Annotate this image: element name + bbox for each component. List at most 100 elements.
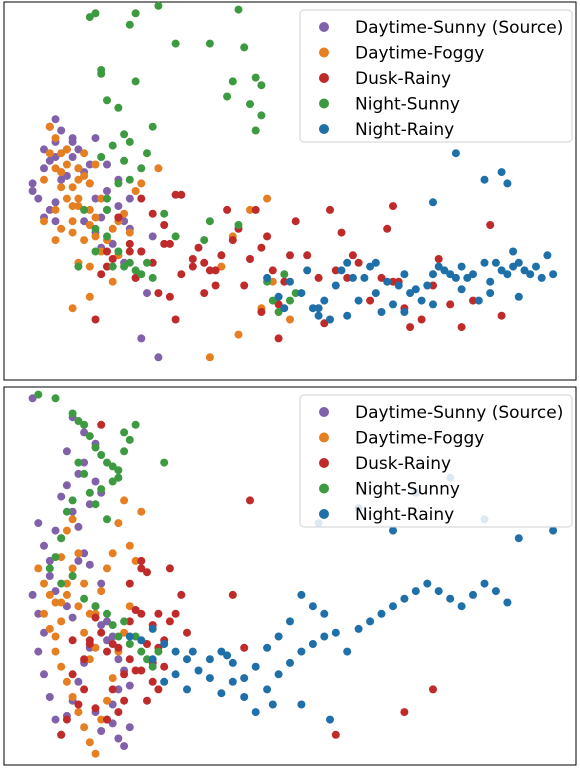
point-daytime-sunny-source: [120, 217, 129, 226]
point-daytime-sunny-source: [125, 723, 134, 732]
point-daytime-sunny-source: [103, 636, 111, 645]
point-daytime-foggy: [57, 149, 66, 158]
legend: Daytime-Sunny (Source) Daytime-Foggy Dusk-…: [299, 394, 573, 528]
point-daytime-foggy: [91, 643, 100, 652]
point-daytime-sunny-source: [28, 590, 37, 599]
point-daytime-sunny-source: [80, 217, 89, 226]
legend-label-daytime-foggy: Daytime-Foggy: [355, 44, 484, 64]
point-daytime-foggy: [91, 160, 100, 169]
point-night-rainy: [457, 262, 466, 271]
point-night-rainy: [400, 270, 409, 279]
point-daytime-sunny-source: [45, 572, 54, 580]
point-daytime-sunny-source: [114, 685, 123, 694]
point-daytime-foggy: [246, 205, 254, 214]
point-night-rainy: [320, 296, 329, 305]
legend-label-night-sunny: Night-Sunny: [355, 95, 460, 115]
point-dusk-rainy: [114, 708, 123, 717]
point-night-rainy: [474, 296, 483, 305]
point-dusk-rainy: [137, 556, 146, 565]
point-dusk-rainy: [131, 666, 140, 675]
point-daytime-foggy: [40, 579, 48, 588]
point-night-sunny: [103, 609, 111, 618]
point-daytime-sunny-source: [120, 742, 129, 751]
point-night-rainy: [497, 168, 506, 177]
point-night-sunny: [234, 221, 243, 229]
scatter-panel-top: Daytime-Sunny (Source) Daytime-Foggy Dusk-…: [0, 0, 580, 384]
point-night-rainy: [280, 304, 289, 313]
point-night-sunny: [228, 77, 237, 86]
point-dusk-rainy: [211, 266, 220, 275]
point-night-rainy: [205, 655, 214, 664]
point-daytime-sunny-source: [62, 481, 71, 490]
legend-label-night-sunny: Night-Sunny: [355, 480, 460, 500]
point-night-sunny: [80, 420, 89, 429]
point-dusk-rainy: [429, 281, 437, 290]
point-night-sunny: [143, 149, 151, 158]
point-night-sunny: [240, 43, 249, 52]
point-dusk-rainy: [348, 251, 357, 260]
point-daytime-sunny-source: [85, 500, 94, 509]
point-daytime-foggy: [97, 587, 106, 596]
point-dusk-rainy: [188, 262, 197, 271]
point-night-rainy: [194, 666, 203, 675]
point-dusk-rainy: [446, 300, 455, 309]
point-daytime-foggy: [62, 677, 71, 686]
point-night-rainy: [171, 647, 180, 656]
point-dusk-rainy: [137, 247, 146, 256]
point-night-rainy: [286, 277, 294, 286]
point-night-rainy: [434, 262, 443, 271]
point-night-sunny: [143, 655, 151, 664]
point-daytime-sunny-source: [68, 613, 77, 622]
point-night-rainy: [503, 179, 512, 188]
point-daytime-foggy: [40, 175, 48, 184]
point-daytime-foggy: [217, 262, 226, 271]
point-dusk-rainy: [314, 273, 323, 282]
point-night-rainy: [320, 632, 329, 641]
legend-marker-daytime-sunny-source: [319, 407, 329, 417]
point-night-rainy: [297, 700, 306, 709]
point-dusk-rainy: [497, 311, 506, 320]
point-night-sunny: [200, 236, 209, 245]
point-daytime-foggy: [74, 549, 83, 558]
point-night-sunny: [114, 632, 123, 641]
point-dusk-rainy: [331, 730, 340, 739]
point-dusk-rainy: [108, 640, 117, 648]
point-daytime-foggy: [68, 515, 77, 524]
point-night-sunny: [91, 247, 100, 256]
point-night-rainy: [274, 292, 283, 301]
scatter-points: [28, 1, 558, 362]
point-daytime-sunny-source: [74, 522, 83, 531]
legend-marker-dusk-rainy: [319, 73, 329, 83]
point-daytime-foggy: [80, 579, 89, 588]
point-daytime-foggy: [103, 564, 111, 573]
point-night-sunny: [251, 126, 260, 135]
point-daytime-foggy: [51, 205, 60, 214]
point-night-rainy: [417, 296, 426, 305]
legend: Daytime-Sunny (Source) Daytime-Foggy Dusk-…: [299, 9, 573, 143]
point-night-rainy: [343, 258, 352, 267]
point-night-rainy: [400, 594, 409, 603]
point-dusk-rainy: [354, 258, 363, 267]
point-daytime-sunny-source: [103, 187, 111, 195]
point-dusk-rainy: [91, 613, 100, 622]
point-daytime-foggy: [51, 164, 60, 173]
point-daytime-foggy: [85, 221, 94, 229]
point-night-sunny: [280, 270, 289, 279]
legend-marker-night-sunny: [319, 98, 329, 109]
point-daytime-sunny-source: [34, 519, 43, 528]
point-dusk-rainy: [143, 696, 151, 705]
point-daytime-foggy: [91, 232, 100, 241]
point-dusk-rainy: [125, 239, 134, 248]
point-night-rainy: [429, 198, 437, 207]
point-dusk-rainy: [125, 617, 134, 626]
point-dusk-rainy: [331, 266, 340, 275]
legend-marker-night-rainy: [319, 509, 329, 519]
point-dusk-rainy: [171, 315, 180, 324]
point-dusk-rainy: [457, 323, 466, 332]
point-daytime-foggy: [51, 598, 60, 607]
point-night-sunny: [97, 66, 106, 74]
point-daytime-foggy: [45, 624, 54, 633]
point-daytime-sunny-source: [28, 394, 37, 403]
point-daytime-sunny-source: [51, 115, 60, 124]
point-daytime-foggy: [85, 738, 94, 747]
